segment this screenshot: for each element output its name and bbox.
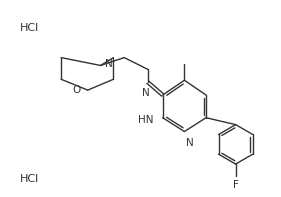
Text: HN: HN	[138, 115, 154, 125]
Text: O: O	[72, 85, 81, 95]
Text: N: N	[105, 59, 112, 70]
Text: F: F	[233, 180, 239, 190]
Text: N: N	[142, 88, 150, 98]
Text: N: N	[186, 138, 194, 148]
Text: HCl: HCl	[20, 23, 39, 33]
Text: HCl: HCl	[20, 174, 39, 184]
